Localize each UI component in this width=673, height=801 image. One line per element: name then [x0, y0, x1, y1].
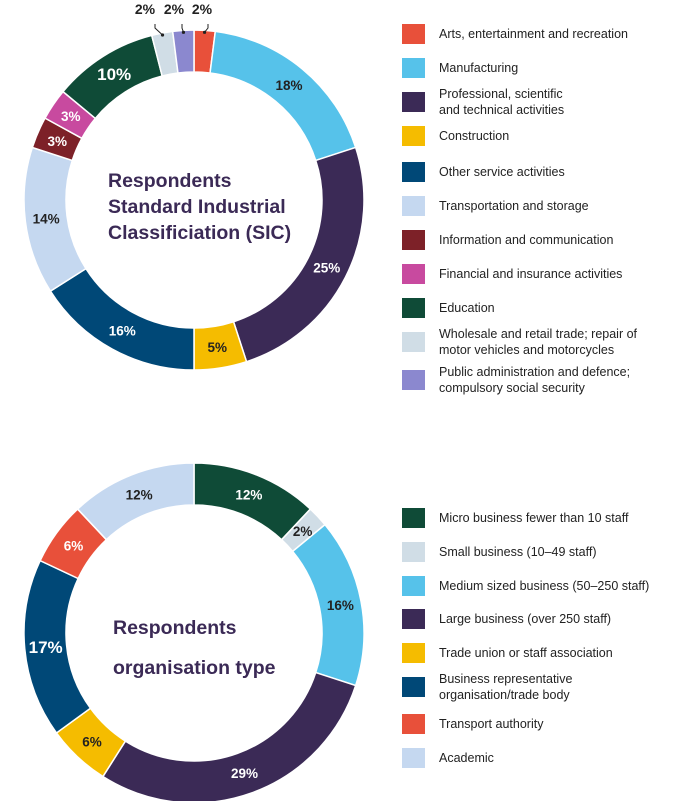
chart-2-title: Respondents organisation type — [113, 608, 276, 688]
chart-2-data-label-7: 12% — [126, 487, 153, 502]
chart-2-legend-label-6: Transport authority — [439, 717, 544, 731]
chart-2-legend-swatch-6 — [402, 714, 425, 734]
chart-1-data-label-5: 14% — [33, 212, 60, 227]
chart-2-data-label-0: 12% — [235, 487, 262, 502]
chart-1-title: Respondents Standard Industrial Classifi… — [108, 170, 292, 244]
chart-1-legend-item-10: Public administration and defence; compu… — [402, 365, 673, 396]
chart-1-leader-dot-10 — [181, 30, 186, 34]
chart-1-legend-item-0: Arts, entertainment and recreation — [402, 24, 673, 44]
chart-1-legend-label-6: Information and communication — [439, 233, 614, 247]
chart-2-slice-7 — [76, 462, 195, 541]
chart-1-legend-label-8: Education — [439, 301, 495, 315]
chart-2-legend-swatch-0 — [402, 508, 425, 528]
chart-2-legend-swatch-5 — [402, 677, 425, 697]
chart-1-leader-line-9 — [154, 24, 163, 36]
chart-2-legend-item-3: Large business (over 250 staff) — [402, 609, 673, 629]
chart-1-legend-swatch-4 — [402, 162, 425, 182]
chart-1-legend-swatch-1 — [402, 58, 425, 78]
chart-1-legend-label-3: Construction — [439, 129, 510, 143]
chart-2-legend-label-4: Trade union or staff association — [439, 646, 613, 660]
chart-2-legend-item-0: Micro business fewer than 10 staff — [402, 508, 673, 528]
chart-1-data-label-2: 25% — [313, 261, 340, 276]
chart-2-legend-label-5: Business representative organisation/tra… — [439, 672, 573, 702]
chart-1-data-label-0: 2% — [192, 1, 213, 17]
chart-1-legend-item-1: Manufacturing — [402, 58, 673, 78]
chart-2-legend-label-1: Small business (10–49 staff) — [439, 545, 597, 559]
chart-1-legend-swatch-3 — [402, 126, 425, 146]
chart-2-legend-label-2: Medium sized business (50–250 staff) — [439, 579, 650, 593]
chart-2-legend-swatch-4 — [402, 643, 425, 663]
chart-1-data-label-6: 3% — [47, 134, 67, 149]
chart-1-slice-4 — [49, 267, 195, 371]
chart-1-legend-label-2: Professional, scientific and technical a… — [439, 87, 565, 117]
chart-2-data-label-3: 29% — [231, 766, 258, 781]
chart-1-legend-item-8: Education — [402, 298, 673, 318]
chart-1-legend-swatch-10 — [402, 370, 425, 390]
chart-2-title-text: Respondents organisation type — [113, 617, 276, 679]
chart-2-legend-item-6: Transport authority — [402, 714, 673, 734]
chart-2-legend-label-7: Academic — [439, 751, 494, 765]
chart-2-legend-label-3: Large business (over 250 staff) — [439, 612, 612, 626]
chart-1-legend-item-7: Financial and insurance activities — [402, 264, 673, 284]
chart-2-data-label-4: 6% — [82, 735, 102, 750]
chart-1-data-label-3: 5% — [208, 340, 228, 355]
chart-1-legend-label-5: Transportation and storage — [439, 199, 589, 213]
chart-1-legend-label-9: Wholesale and retail trade; repair of mo… — [439, 327, 638, 357]
chart-1-legend-item-5: Transportation and storage — [402, 196, 673, 216]
chart-1-legend-swatch-0 — [402, 24, 425, 44]
chart-2-data-label-6: 6% — [64, 538, 84, 553]
chart-1-legend-swatch-5 — [402, 196, 425, 216]
chart-1-legend-item-9: Wholesale and retail trade; repair of mo… — [402, 327, 673, 358]
chart-1-legend-label-1: Manufacturing — [439, 61, 519, 75]
chart-1-legend-item-6: Information and communication — [402, 230, 673, 250]
chart-2-legend-item-4: Trade union or staff association — [402, 643, 673, 663]
chart-1-data-label-4: 16% — [109, 324, 136, 339]
chart-1-data-label-8: 10% — [97, 65, 131, 84]
chart-2-legend-swatch-1 — [402, 542, 425, 562]
chart-1-slice-1 — [209, 30, 357, 162]
chart-1-slice-10 — [171, 29, 195, 74]
chart-1-legend-swatch-9 — [402, 332, 425, 352]
chart-1-data-label-1: 18% — [275, 78, 302, 93]
chart-1-legend-swatch-7 — [402, 264, 425, 284]
chart-2-data-label-2: 16% — [327, 598, 354, 613]
chart-1-data-label-9: 2% — [135, 1, 156, 17]
chart-2-legend-swatch-3 — [402, 609, 425, 629]
chart-1-legend-label-10: Public administration and defence; compu… — [439, 365, 631, 395]
chart-1-legend-swatch-8 — [402, 298, 425, 318]
chart-1-leader-line-0 — [204, 24, 209, 33]
chart-2-data-label-5: 17% — [29, 638, 63, 657]
chart-2-legend-swatch-2 — [402, 576, 425, 596]
chart-1-legend-label-7: Financial and insurance activities — [439, 267, 623, 281]
chart-2-legend-item-5: Business representative organisation/tra… — [402, 672, 673, 703]
chart-2-legend-label-0: Micro business fewer than 10 staff — [439, 511, 629, 525]
chart-1-legend-item-4: Other service activities — [402, 162, 673, 182]
chart-1-data-label-7: 3% — [61, 109, 81, 124]
chart-2-slice-3 — [101, 671, 357, 801]
chart-2-data-label-1: 2% — [293, 524, 313, 539]
chart-1-leader-dot-0 — [202, 30, 207, 34]
chart-2-legend-swatch-7 — [402, 748, 425, 768]
chart-1-data-label-10: 2% — [164, 1, 185, 17]
chart-1-legend-label-0: Arts, entertainment and recreation — [439, 27, 628, 41]
chart-1-legend-item-2: Professional, scientific and technical a… — [402, 87, 673, 118]
chart-1-legend-swatch-2 — [402, 92, 425, 112]
chart-1-leader-dot-9 — [160, 33, 165, 37]
chart-1-legend-label-4: Other service activities — [439, 165, 565, 179]
chart-2-legend-item-7: Academic — [402, 748, 673, 768]
chart-2-legend-item-2: Medium sized business (50–250 staff) — [402, 576, 673, 596]
chart-1-legend-swatch-6 — [402, 230, 425, 250]
chart-2-legend-item-1: Small business (10–49 staff) — [402, 542, 673, 562]
chart-1-legend-item-3: Construction — [402, 126, 673, 146]
